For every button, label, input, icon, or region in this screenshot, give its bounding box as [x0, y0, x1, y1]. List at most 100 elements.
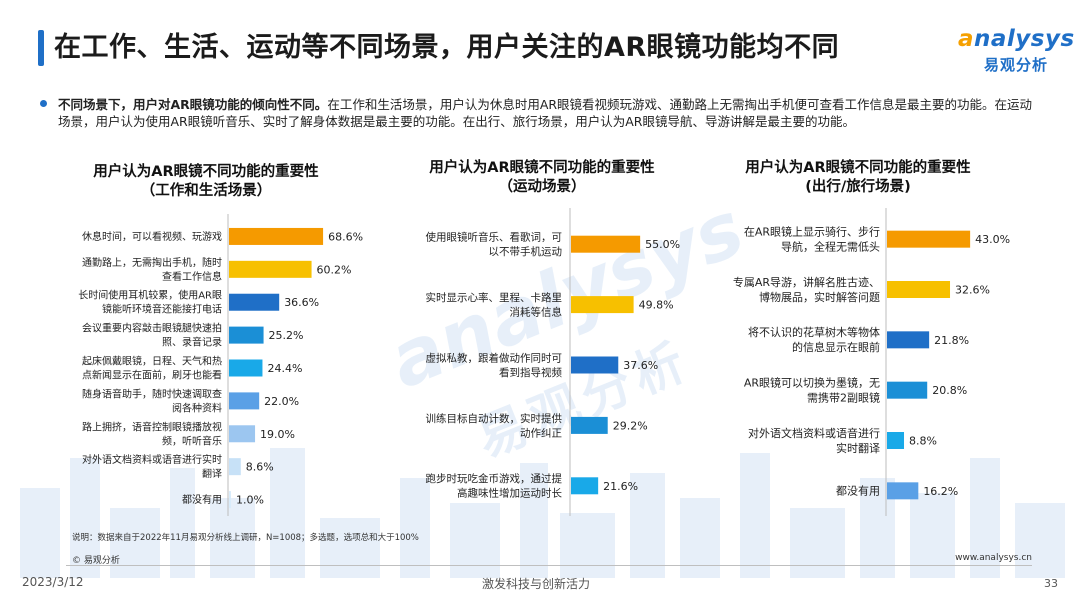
chart3-category-label: 专属AR导游，讲解名胜古迹、 — [733, 275, 880, 289]
footer-slogan: 激发科技与创新活力 — [482, 577, 591, 591]
footnote: 说明：数据来自于2022年11月易观分析线上调研，N=1008；多选题，选项总和… — [72, 533, 419, 543]
chart2-category-label: 消耗等信息 — [510, 306, 563, 319]
chart1-category-label: 点新闻显示在面前，刷牙也能看 — [82, 369, 222, 382]
page-number: 33 — [1044, 577, 1058, 590]
chart1-value-label: 60.2% — [317, 263, 352, 276]
chart3-bar — [887, 432, 905, 449]
chart1-plot: 68.6% 休息时间，可以看视频、玩游戏 60.2% 通勤路上，无需掏出手机，随时查看… — [78, 214, 363, 516]
chart1-category-label: 阅各种资料 — [172, 401, 222, 414]
chart2-category-label: 虚拟私教，跟着做动作同时可 — [426, 351, 563, 364]
chart1-title-block: 用户认为AR眼镜不同功能的重要性 （工作和生活场景） — [66, 163, 346, 201]
chart1-category-label: 都没有用 — [182, 493, 222, 506]
chart3-category-label: 导航，全程无需低头 — [781, 240, 880, 254]
chart1-value-label: 8.6% — [246, 461, 274, 474]
chart3-bar — [887, 482, 919, 500]
chart2-bar — [571, 416, 608, 434]
chart2-bar — [571, 477, 599, 495]
footer-divider — [66, 565, 1032, 566]
chart3-category-label: 在AR眼镜上显示骑行、步行 — [744, 225, 880, 239]
chart2-category-label: 高趣味性增加运动时长 — [457, 487, 562, 500]
copyright: © 易观分析 — [72, 556, 120, 566]
summary-text: 在工作和生活场景，用户认为休息时用AR眼镜看视频玩游戏、通勤路上无需掏出手机便可… — [58, 97, 1033, 129]
chart3-category-label: 博物展品，实时解答问题 — [759, 290, 880, 304]
chart3-value-label: 32.6% — [955, 284, 990, 297]
chart1-category-label: 会议重要内容敲击眼镜腿快速拍 — [82, 322, 222, 335]
chart2-category-label: 使用眼镜听音乐、看歌词，可 — [426, 231, 563, 244]
chart1-value-label: 68.6% — [328, 230, 363, 243]
chart3-value-label: 8.8% — [909, 435, 937, 448]
chart2-category-label: 实时显示心率、里程、卡路里 — [426, 291, 563, 304]
chart2-title: 用户认为AR眼镜不同功能的重要性 — [429, 160, 655, 176]
chart2-title-block: 用户认为AR眼镜不同功能的重要性 （运动场景） — [402, 159, 682, 197]
chart2-value-label: 21.6% — [603, 480, 638, 493]
chart3-subtitle: (出行/旅行场景) — [805, 179, 911, 195]
chart2-category-label: 看到指导视频 — [499, 366, 562, 379]
chart1-category-label: 对外语文档资料或语音进行实时 — [82, 453, 222, 466]
chart1-value-label: 22.0% — [264, 395, 299, 408]
chart3-value-label: 21.8% — [934, 334, 969, 347]
chart2-subtitle: （运动场景） — [498, 179, 586, 195]
chart1-category-label: 休息时间，可以看视频、玩游戏 — [82, 230, 222, 243]
chart1-value-label: 36.6% — [284, 296, 319, 309]
chart3-bar — [887, 281, 951, 298]
chart1-category-label: 频，听听音乐 — [162, 434, 222, 447]
chart2-category-label: 训练目标自动计数，实时提供 — [426, 412, 563, 425]
analysys-logo: analysys 易观分析 — [958, 26, 1074, 78]
summary-paragraph: 不同场景下，用户对AR眼镜功能的倾向性不同。在工作和生活场景，用户认为休息时用A… — [58, 96, 1036, 130]
chart2-value-label: 37.6% — [623, 359, 658, 372]
chart2-value-label: 55.0% — [645, 238, 680, 251]
chart1-bar — [229, 425, 256, 443]
logo-chinese-name: 易观分析 — [984, 56, 1049, 74]
chart2-bar — [571, 296, 634, 314]
chart2-bar — [571, 235, 641, 253]
logo-wordmark-rest: nalysys — [974, 26, 1075, 52]
chart2-category-label: 动作纠正 — [520, 427, 562, 439]
chart2-value-label: 49.8% — [639, 299, 674, 312]
chart1-bar — [229, 260, 312, 278]
chart3-bar — [887, 230, 971, 248]
chart3-bar — [887, 331, 930, 349]
chart1-bar — [229, 293, 280, 311]
chart3-category-label: 将不认识的花草树木等物体 — [748, 325, 880, 339]
chart3-value-label: 43.0% — [975, 233, 1010, 246]
chart1-value-label: 24.4% — [267, 362, 302, 375]
logo-wordmark-a: a — [958, 26, 975, 52]
chart3-category-label: 实时翻译 — [836, 441, 880, 455]
chart1-category-label: 长时间使用耳机较累，使用AR眼 — [78, 289, 222, 302]
chart2-bar — [571, 356, 619, 374]
footer-date: 2023/3/12 — [22, 575, 84, 589]
chart1-bar — [229, 359, 263, 377]
chart3-category-label: 对外语文档资料或语音进行 — [748, 426, 880, 440]
chart3-title-block: 用户认为AR眼镜不同功能的重要性 (出行/旅行场景) — [718, 159, 998, 197]
chart1-title: 用户认为AR眼镜不同功能的重要性 — [93, 164, 319, 180]
chart1-bar — [229, 491, 231, 509]
chart1-value-label: 25.2% — [269, 329, 304, 342]
chart3-title: 用户认为AR眼镜不同功能的重要性 — [745, 160, 971, 176]
chart3-value-label: 20.8% — [932, 384, 967, 397]
chart1-category-label: 查看工作信息 — [162, 270, 222, 283]
chart3-category-label: 的信息显示在眼前 — [792, 340, 880, 354]
chart3-bar — [887, 381, 928, 399]
chart1-subtitle: （工作和生活场景） — [140, 183, 272, 199]
chart1-bar — [229, 458, 241, 476]
chart1-category-label: 照、录音记录 — [162, 336, 222, 349]
skyline-background — [20, 448, 1065, 578]
chart2-category-label: 以不带手机运动 — [489, 245, 563, 258]
chart3-value-label: 16.2% — [923, 485, 958, 498]
website-url: www.analysys.cn — [955, 553, 1032, 563]
chart2-category-label: 跑步时玩吃金币游戏，通过提 — [426, 472, 563, 485]
chart1-category-label: 镜能听环境音还能接打电话 — [102, 303, 222, 316]
chart3-category-label: 需携带2副眼镜 — [807, 391, 880, 405]
chart1-category-label: 起床佩戴眼镜，日程、天气和热 — [82, 355, 222, 368]
chart1-bar — [229, 227, 324, 245]
page-title: 在工作、生活、运动等不同场景，用户关注的AR眼镜功能均不同 — [54, 32, 840, 63]
title-accent-bar — [38, 30, 44, 66]
chart1-category-label: 随身语音助手，随时快速调取查 — [82, 387, 222, 400]
chart1-category-label: 路上拥挤，语音控制眼镜播放视 — [82, 420, 222, 433]
summary-bullet-icon — [40, 100, 47, 107]
logo-wordmark: analysys — [958, 26, 1075, 52]
summary-lead: 不同场景下，用户对AR眼镜功能的倾向性不同。 — [58, 97, 328, 112]
